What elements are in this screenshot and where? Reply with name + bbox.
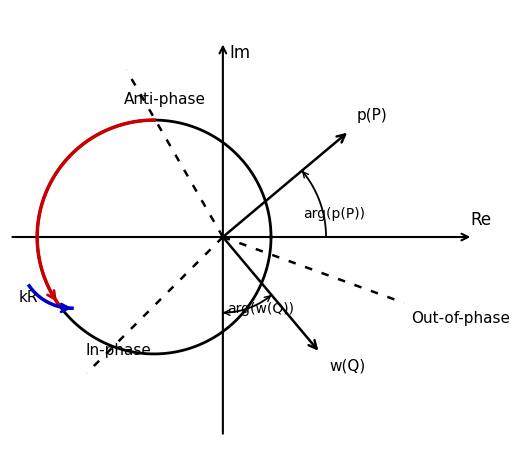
Text: Out-of-phase: Out-of-phase	[411, 311, 510, 326]
Text: In-phase: In-phase	[85, 343, 151, 358]
Text: Re: Re	[471, 211, 492, 229]
Text: arg(w(Q)): arg(w(Q))	[227, 301, 294, 316]
Text: p(P): p(P)	[356, 108, 387, 123]
Text: kR: kR	[18, 290, 38, 305]
Text: w(Q): w(Q)	[330, 358, 366, 374]
Text: Anti-phase: Anti-phase	[124, 92, 205, 107]
Text: Im: Im	[230, 45, 251, 63]
Text: arg(p(P)): arg(p(P))	[303, 207, 365, 220]
